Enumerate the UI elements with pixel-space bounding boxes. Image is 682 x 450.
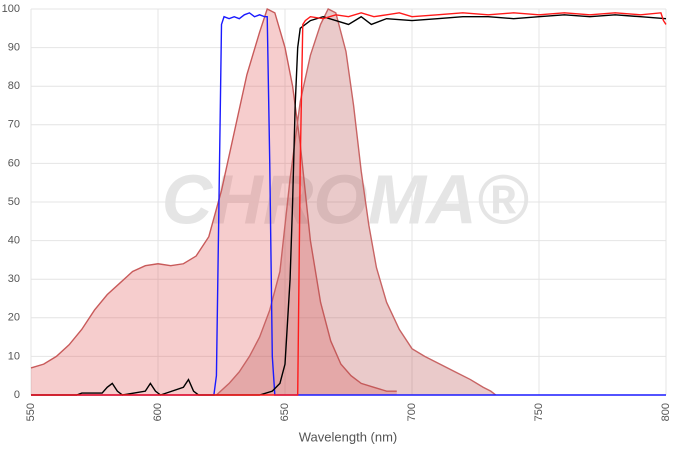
x-tick-label: 700 [406, 403, 418, 421]
area-fill [31, 9, 397, 395]
x-tick-label: 650 [279, 403, 291, 421]
area-fill [216, 9, 496, 395]
y-tick-label: 50 [8, 196, 20, 208]
x-tick-label: 600 [152, 403, 164, 421]
y-tick-label: 30 [8, 273, 20, 285]
y-tick-label: 70 [8, 119, 20, 131]
y-tick-label: 20 [8, 312, 20, 324]
watermark: CHROMA® [162, 160, 529, 238]
x-tick-label: 550 [25, 403, 37, 421]
y-tick-label: 80 [8, 80, 20, 92]
x-tick-label: 800 [660, 403, 672, 421]
line [31, 12, 666, 396]
y-tick-label: 40 [8, 235, 20, 247]
area-outline [215, 8, 497, 396]
y-tick-label: 90 [8, 42, 20, 54]
line [31, 14, 667, 396]
y-tick-label: 60 [8, 157, 20, 169]
y-tick-label: 100 [2, 3, 20, 15]
x-tick-label: 750 [533, 403, 545, 421]
x-axis-title: Wavelength (nm) [299, 429, 398, 444]
y-tick-label: 0 [14, 389, 20, 401]
line [31, 12, 667, 396]
y-tick-label: 10 [8, 350, 20, 362]
area-outline [30, 8, 397, 392]
